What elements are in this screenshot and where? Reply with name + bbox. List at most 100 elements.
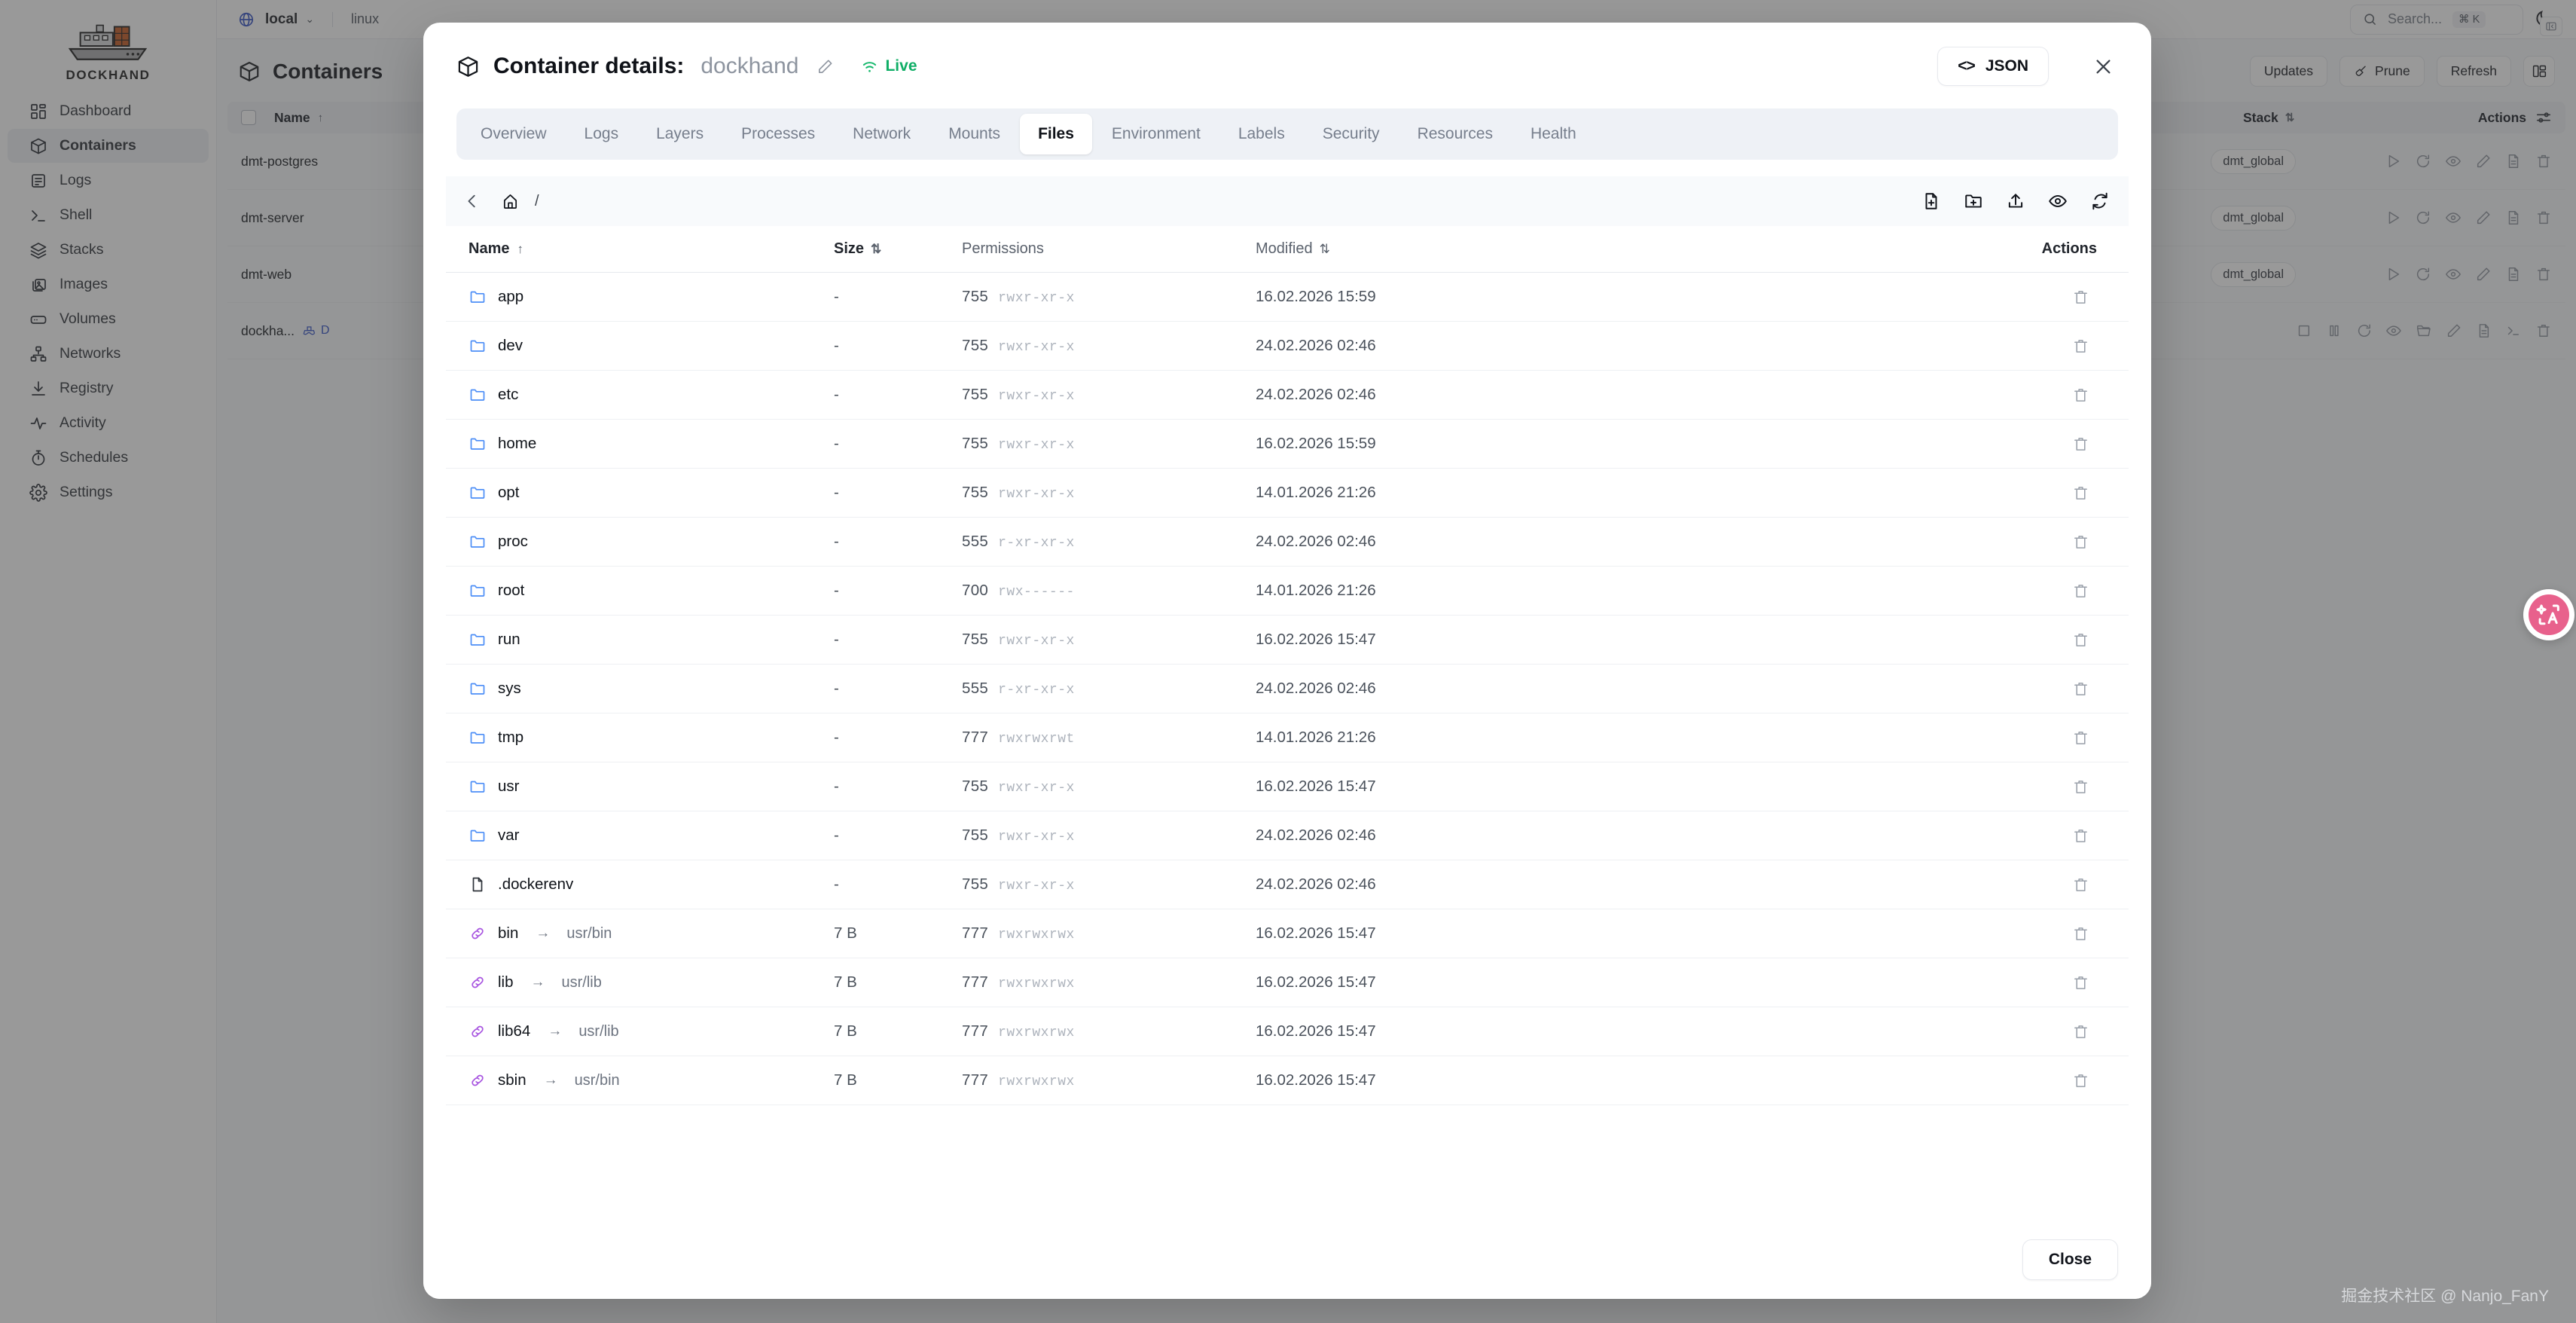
file-row[interactable]: usr - 755 rwxr-xr-x 16.02.2026 15:47 <box>446 762 2129 811</box>
file-row[interactable]: run - 755 rwxr-xr-x 16.02.2026 15:47 <box>446 616 2129 665</box>
column-header-modified[interactable]: Modified ⇅ <box>1256 240 1677 258</box>
refresh-button[interactable] <box>2085 186 2115 216</box>
folder-icon <box>469 484 487 502</box>
permissions-octal: 700 <box>962 582 989 599</box>
file-size: 7 B <box>834 973 857 991</box>
trash-icon[interactable] <box>2072 925 2089 943</box>
trash-icon[interactable] <box>2072 778 2089 796</box>
tab-files[interactable]: Files <box>1020 114 1092 154</box>
column-header-name[interactable]: Name ↑ <box>446 240 834 258</box>
watermark: 掘金技术社区 @ Nanjo_FanY <box>2341 1288 2549 1305</box>
file-permissions: 755 rwxr-xr-x <box>962 288 1256 306</box>
file-row[interactable]: sys - 555 r-xr-xr-x 24.02.2026 02:46 <box>446 665 2129 713</box>
file-row[interactable]: dev - 755 rwxr-xr-x 24.02.2026 02:46 <box>446 322 2129 371</box>
trash-icon[interactable] <box>2072 680 2089 698</box>
file-modified: 16.02.2026 15:47 <box>1256 1022 1376 1040</box>
tab-logs[interactable]: Logs <box>584 125 619 142</box>
file-row[interactable]: .dockerenv - 755 rwxr-xr-x 24.02.2026 02:… <box>446 860 2129 909</box>
row-actions <box>1677 1023 2129 1040</box>
file-row[interactable]: etc - 755 rwxr-xr-x 24.02.2026 02:46 <box>446 371 2129 420</box>
file-row[interactable]: opt - 755 rwxr-xr-x 14.01.2026 21:26 <box>446 469 2129 518</box>
rename-button[interactable] <box>816 58 834 75</box>
trash-icon[interactable] <box>2072 827 2089 845</box>
folder-icon <box>469 533 487 551</box>
trash-icon[interactable] <box>2072 1023 2089 1040</box>
file-size: - <box>834 386 839 403</box>
file-size: - <box>834 435 839 452</box>
file-modified: 16.02.2026 15:59 <box>1256 288 1376 305</box>
file-name: etc <box>498 386 519 403</box>
sort-asc-icon: ↑ <box>517 241 523 256</box>
file-row[interactable]: tmp - 777 rwxrwxrwt 14.01.2026 21:26 <box>446 713 2129 762</box>
file-row[interactable]: sbin → usr/bin 7 B 777 rwxrwxrwx 16.02.20… <box>446 1056 2129 1105</box>
file-row[interactable]: app - 755 rwxr-xr-x 16.02.2026 15:59 <box>446 273 2129 322</box>
tab-labels[interactable]: Labels <box>1238 125 1285 142</box>
link-target: usr/bin <box>566 924 612 942</box>
trash-icon[interactable] <box>2072 289 2089 306</box>
trash-icon[interactable] <box>2072 338 2089 355</box>
permissions-symbolic: rwxr-xr-x <box>998 878 1075 894</box>
modal-close-button[interactable] <box>2088 51 2118 81</box>
tab-mounts[interactable]: Mounts <box>948 125 1001 142</box>
row-actions <box>1677 631 2129 649</box>
permissions-octal: 777 <box>962 729 989 746</box>
file-row[interactable]: proc - 555 r-xr-xr-x 24.02.2026 02:46 <box>446 518 2129 567</box>
folder-icon <box>469 582 487 600</box>
file-name: root <box>498 582 525 599</box>
tab-resources[interactable]: Resources <box>1417 125 1493 142</box>
json-button[interactable]: <> JSON <box>1937 47 2049 86</box>
tab-environment[interactable]: Environment <box>1111 125 1201 142</box>
symlink-icon <box>469 1022 487 1040</box>
trash-icon[interactable] <box>2072 484 2089 502</box>
trash-icon[interactable] <box>2072 533 2089 551</box>
close-button[interactable]: Close <box>2022 1239 2118 1280</box>
tab-health[interactable]: Health <box>1530 125 1576 142</box>
trash-icon[interactable] <box>2072 435 2089 453</box>
trash-icon[interactable] <box>2072 876 2089 894</box>
new-file-button[interactable] <box>1916 186 1946 216</box>
link-arrow-icon: → <box>536 925 551 941</box>
file-row[interactable]: lib → usr/lib 7 B 777 rwxrwxrwx 16.02.202… <box>446 958 2129 1007</box>
refresh-icon <box>2092 192 2107 210</box>
trash-icon[interactable] <box>2072 1072 2089 1089</box>
folder-icon <box>469 826 487 845</box>
link-target: usr/lib <box>578 1022 619 1040</box>
file-permissions: 555 r-xr-xr-x <box>962 533 1256 551</box>
folder-icon <box>469 386 487 404</box>
file-permissions: 777 rwxrwxrwx <box>962 973 1256 991</box>
translate-fab[interactable] <box>2523 589 2574 640</box>
folder-icon <box>469 631 487 649</box>
file-modified: 14.01.2026 21:26 <box>1256 484 1376 501</box>
tab-security[interactable]: Security <box>1322 125 1380 142</box>
tab-processes[interactable]: Processes <box>741 125 816 142</box>
tab-overview[interactable]: Overview <box>481 125 547 142</box>
new-folder-button[interactable] <box>1958 186 1988 216</box>
file-name: opt <box>498 484 520 501</box>
file-row[interactable]: bin → usr/bin 7 B 777 rwxrwxrwx 16.02.202… <box>446 909 2129 958</box>
trash-icon[interactable] <box>2072 582 2089 600</box>
permissions-octal: 777 <box>962 924 989 942</box>
file-row[interactable]: home - 755 rwxr-xr-x 16.02.2026 15:59 <box>446 420 2129 469</box>
tab-network[interactable]: Network <box>853 125 911 142</box>
file-row[interactable]: var - 755 rwxr-xr-x 24.02.2026 02:46 <box>446 811 2129 860</box>
toggle-hidden-button[interactable] <box>2043 186 2073 216</box>
column-header-actions: Actions <box>2041 240 2097 257</box>
trash-icon[interactable] <box>2072 631 2089 649</box>
home-button[interactable] <box>497 188 523 214</box>
file-row[interactable]: lib64 → usr/lib 7 B 777 rwxrwxrwx 16.02.2… <box>446 1007 2129 1056</box>
file-row[interactable]: root - 700 rwx------ 14.01.2026 21:26 <box>446 567 2129 616</box>
breadcrumb[interactable]: / <box>535 192 539 209</box>
modal-tabs: Overview Logs Layers Processes Network M… <box>456 108 2118 160</box>
trash-icon[interactable] <box>2072 974 2089 991</box>
file-permissions: 555 r-xr-xr-x <box>962 680 1256 698</box>
column-header-size[interactable]: Size ⇅ <box>834 240 962 258</box>
back-button[interactable] <box>459 188 485 214</box>
trash-icon[interactable] <box>2072 387 2089 404</box>
file-name: var <box>498 826 520 844</box>
trash-icon[interactable] <box>2072 729 2089 747</box>
file-size: - <box>834 533 839 550</box>
upload-button[interactable] <box>2001 186 2031 216</box>
tab-layers[interactable]: Layers <box>656 125 704 142</box>
file-size: - <box>834 288 839 305</box>
permissions-octal: 755 <box>962 337 989 354</box>
